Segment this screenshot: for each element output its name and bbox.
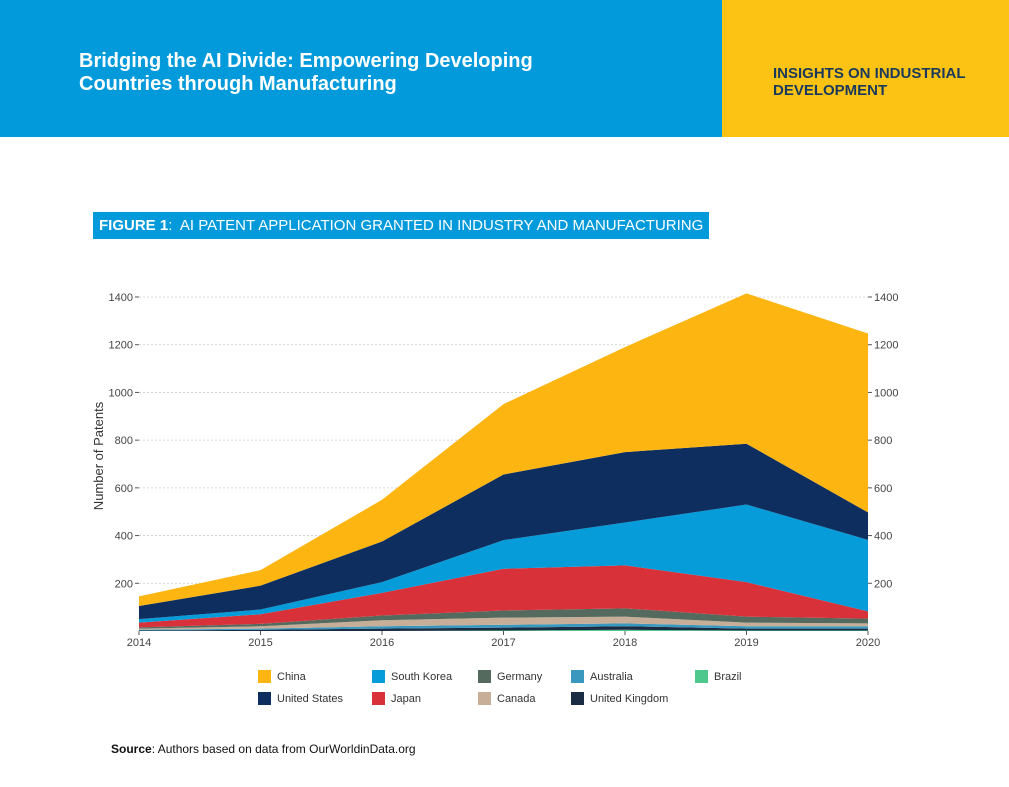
y-tick-label-left-600: 600 xyxy=(115,483,133,495)
x-tick-label-2014: 2014 xyxy=(127,637,151,649)
y-tick-label-right-400: 400 xyxy=(874,531,892,543)
section-banner: INSIGHTS ON INDUSTRIAL DEVELOPMENT xyxy=(722,0,1009,137)
x-tick-label-2020: 2020 xyxy=(856,637,880,649)
area-brazil xyxy=(139,629,868,631)
header-banner: Bridging the AI Divide: Empowering Devel… xyxy=(0,0,722,137)
legend-label-united-kingdom: United Kingdom xyxy=(590,693,669,705)
legend-label-germany: Germany xyxy=(497,671,543,683)
x-tick-label-2016: 2016 xyxy=(370,637,394,649)
y-axis-label: Number of Patents xyxy=(91,401,106,510)
figure-title: AI PATENT APPLICATION GRANTED IN INDUSTR… xyxy=(179,217,704,234)
legend-swatch-australia xyxy=(571,670,584,683)
y-tick-label-left-1200: 1200 xyxy=(109,340,133,352)
y-tick-label-right-1200: 1200 xyxy=(874,340,898,352)
y-tick-label-right-1000: 1000 xyxy=(874,387,898,399)
legend-label-japan: Japan xyxy=(391,693,421,705)
x-tick-label-2019: 2019 xyxy=(734,637,758,649)
y-tick-label-left-800: 800 xyxy=(115,435,133,447)
page-title: Bridging the AI Divide: Empowering Devel… xyxy=(79,50,639,96)
source-note: Source: Authors based on data from OurWo… xyxy=(111,742,416,756)
section-title-line-2: DEVELOPMENT xyxy=(773,82,888,99)
y-tick-label-right-600: 600 xyxy=(874,483,892,495)
area-south-korea xyxy=(139,504,868,623)
area-germany xyxy=(139,608,868,629)
area-australia xyxy=(139,623,868,631)
legend-label-united-states: United States xyxy=(277,693,344,705)
y-tick-label-right-1400: 1400 xyxy=(874,292,898,304)
legend-label-china: China xyxy=(277,671,306,683)
legend-swatch-germany xyxy=(478,670,491,683)
section-title: INSIGHTS ON INDUSTRIAL DEVELOPMENT xyxy=(773,65,993,99)
legend-swatch-canada xyxy=(478,692,491,705)
section-title-line-1: INSIGHTS ON INDUSTRIAL xyxy=(773,65,966,82)
legend-label-australia: Australia xyxy=(590,671,633,683)
legend-swatch-united-kingdom xyxy=(571,692,584,705)
area-japan xyxy=(139,565,868,628)
legend-swatch-brazil xyxy=(695,670,708,683)
y-tick-label-left-1000: 1000 xyxy=(109,387,133,399)
y-tick-label-right-800: 800 xyxy=(874,435,892,447)
area-canada xyxy=(139,616,868,630)
x-tick-label-2017: 2017 xyxy=(491,637,515,649)
x-tick-label-2018: 2018 xyxy=(613,637,637,649)
source-text: : Authors based on data from OurWorldinD… xyxy=(151,742,416,756)
figure-number: FIGURE 1 xyxy=(99,217,169,234)
y-tick-label-left-1400: 1400 xyxy=(109,292,133,304)
y-tick-label-left-200: 200 xyxy=(115,578,133,590)
area-united-states xyxy=(139,443,868,620)
y-tick-label-left-400: 400 xyxy=(115,531,133,543)
area-china xyxy=(139,293,868,606)
legend-swatch-south-korea xyxy=(372,670,385,683)
page-title-line-1: Bridging the AI Divide: Empowering Devel… xyxy=(79,50,533,72)
legend-label-south-korea: South Korea xyxy=(391,671,453,683)
area-united-kingdom xyxy=(139,626,868,631)
legend-swatch-united-states xyxy=(258,692,271,705)
legend-swatch-china xyxy=(258,670,271,683)
legend-label-brazil: Brazil xyxy=(714,671,742,683)
figure-label: FIGURE 1: AI PATENT APPLICATION GRANTED … xyxy=(93,212,710,239)
legend-swatch-japan xyxy=(372,692,385,705)
x-tick-label-2015: 2015 xyxy=(248,637,272,649)
page-title-line-2: Countries through Manufacturing xyxy=(79,73,397,95)
source-label: Source xyxy=(111,742,152,756)
y-tick-label-right-200: 200 xyxy=(874,578,892,590)
figure-separator: : xyxy=(168,217,173,234)
legend-label-canada: Canada xyxy=(497,693,536,705)
